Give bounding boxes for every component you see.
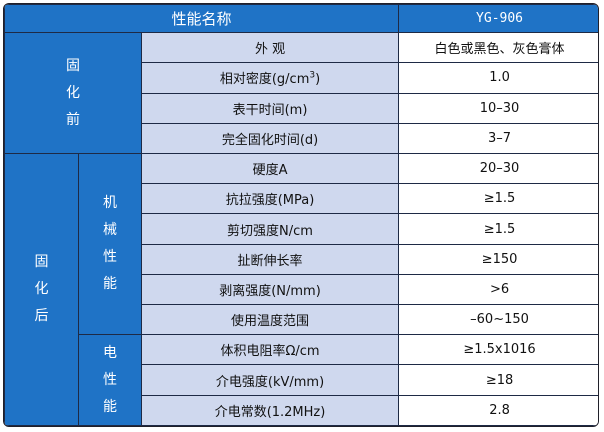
spec-table: 性能名称 YG-906 固 化 前 外 观 白色或黑色、灰色膏体 相对密度(g/… bbox=[4, 4, 598, 426]
header-row: 性能名称 YG-906 bbox=[4, 4, 598, 34]
group-before-char: 前 bbox=[66, 111, 80, 128]
group-before-cure: 固 化 前 bbox=[4, 32, 142, 154]
value-cell: ≥18 bbox=[398, 364, 598, 396]
group-electrical-char: 电 bbox=[103, 344, 117, 361]
property-text: 相对密度(g/cm bbox=[219, 72, 310, 88]
property-cell: 介电常数(1.2MHz) bbox=[140, 394, 400, 426]
group-mechanical-char: 械 bbox=[103, 222, 117, 239]
property-cell: 使用温度范围 bbox=[140, 304, 400, 336]
value-cell: ≥1.5 bbox=[398, 213, 598, 245]
property-cell: 体积电阻率Ω/cm bbox=[140, 334, 400, 366]
table-row: 扯断伸长率 ≥150 bbox=[5, 243, 598, 275]
table-row: 表干时间(m) 10–30 bbox=[5, 92, 598, 124]
property-cell: 剥离强度(N/mm) bbox=[140, 273, 400, 306]
group-electrical: 电 性 能 bbox=[78, 334, 142, 426]
group-mechanical-char: 能 bbox=[103, 276, 117, 293]
group-mechanical-char: 机 bbox=[103, 195, 117, 212]
property-cell: 硬度A bbox=[140, 152, 400, 185]
value-cell: 3–7 bbox=[398, 122, 598, 155]
property-cell: 外 观 bbox=[140, 32, 400, 64]
table-row: 剪切强度N/cm ≥1.5 bbox=[5, 213, 598, 245]
group-before-char: 化 bbox=[66, 84, 80, 101]
group-after-char: 固 bbox=[34, 254, 49, 270]
table-row: 完全固化时间(d) 3–7 bbox=[5, 122, 598, 155]
property-cell: 抗拉强度(MPa) bbox=[140, 183, 400, 215]
spec-table-frame: 性能名称 YG-906 固 化 前 外 观 白色或黑色、灰色膏体 相对密度(g/… bbox=[3, 3, 599, 427]
property-superscript: 3 bbox=[309, 71, 316, 82]
group-before-char: 固 bbox=[66, 57, 80, 74]
property-cell: 表干时间(m) bbox=[140, 92, 400, 124]
property-cell: 介电强度(kV/mm) bbox=[140, 364, 400, 396]
value-cell: ≥150 bbox=[398, 243, 598, 275]
property-cell: 完全固化时间(d) bbox=[140, 122, 400, 155]
value-cell: 1.0 bbox=[398, 62, 598, 94]
table-row: 固 化 后 机 械 性 能 硬度A 20–30 bbox=[4, 152, 598, 426]
header-product-name: YG-906 bbox=[398, 4, 598, 34]
group-electrical-char: 能 bbox=[103, 398, 117, 415]
group-electrical-char: 性 bbox=[103, 371, 117, 388]
table-row: 相对密度(g/cm3) 1.0 bbox=[5, 62, 598, 94]
header-name-label: 性能名称 bbox=[4, 4, 400, 34]
property-cell: 扯断伸长率 bbox=[140, 243, 400, 275]
table-row: 介电常数(1.2MHz) 2.8 bbox=[5, 394, 598, 426]
group-mechanical-char: 性 bbox=[103, 249, 117, 266]
value-cell: –60~150 bbox=[398, 304, 598, 336]
value-cell: 2.8 bbox=[398, 394, 598, 426]
group-after-char: 化 bbox=[34, 281, 49, 297]
table-row: 介电强度(kV/mm) ≥18 bbox=[5, 364, 598, 396]
group-after-char: 后 bbox=[34, 308, 49, 324]
group-mechanical: 机 械 性 能 bbox=[78, 152, 142, 336]
table-row: 电 性 能 体积电阻率Ω/cm ≥1.5x1016 bbox=[5, 334, 598, 426]
property-cell: 相对密度(g/cm3) bbox=[140, 62, 400, 94]
table-row: 固 化 前 外 观 白色或黑色、灰色膏体 bbox=[4, 32, 598, 154]
property-text-tail: ) bbox=[315, 72, 321, 88]
table-row: 抗拉强度(MPa) ≥1.5 bbox=[5, 183, 598, 215]
value-cell: ≥1.5x1016 bbox=[398, 334, 598, 366]
value-cell: 20–30 bbox=[398, 152, 598, 185]
value-cell: 10–30 bbox=[398, 92, 598, 124]
value-cell: 白色或黑色、灰色膏体 bbox=[398, 32, 598, 64]
value-cell: ≥1.5 bbox=[398, 183, 598, 215]
table-row: 使用温度范围 –60~150 bbox=[5, 304, 598, 336]
property-cell: 剪切强度N/cm bbox=[140, 213, 400, 245]
group-after-cure: 固 化 后 bbox=[4, 153, 79, 426]
value-cell: >6 bbox=[398, 273, 598, 306]
